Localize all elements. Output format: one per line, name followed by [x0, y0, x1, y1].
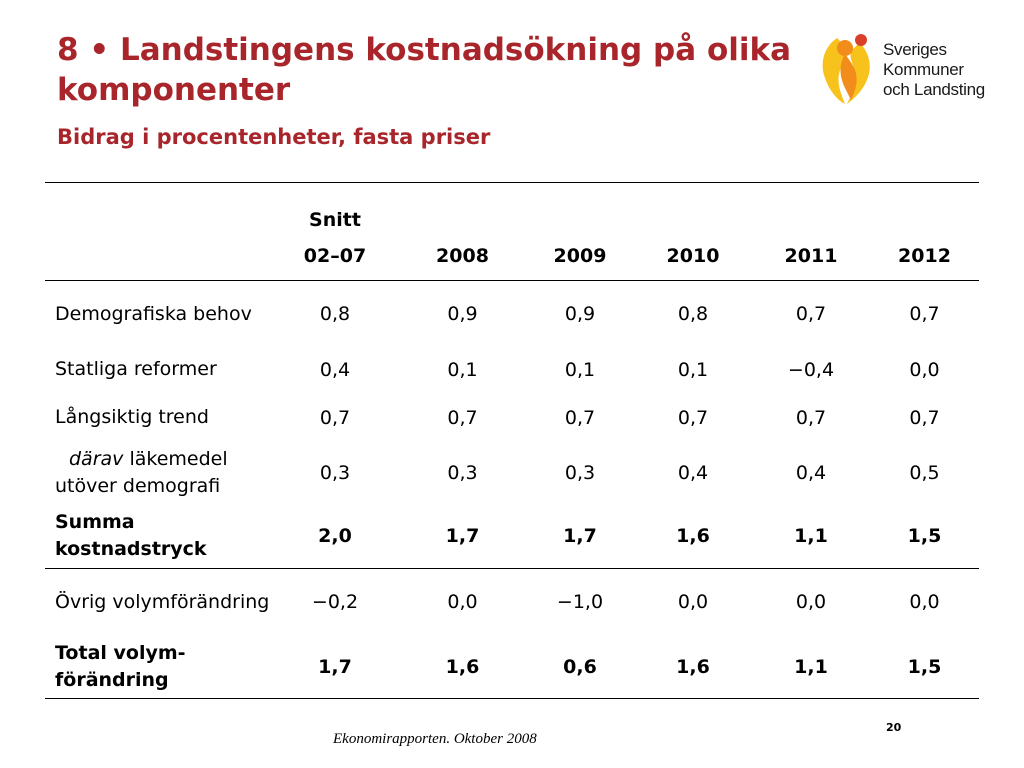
row-label: därav läkemedel utöver demografi — [45, 443, 271, 503]
slide-title: 8 • Landstingens kostnadsökning på olika… — [57, 32, 792, 108]
table-cell: 1,7 — [526, 503, 634, 569]
row-label: Långsiktig trend — [55, 406, 209, 428]
table-cell: 0,7 — [795, 303, 827, 325]
table-cell: 1,6 — [634, 635, 752, 699]
table-row: Statliga reformer 0,4 0,1 0,1 0,1 −0,4 0… — [45, 347, 979, 392]
table-cell: 1,7 — [271, 635, 399, 699]
table-cell: 0,7 — [909, 303, 940, 325]
table-cell: 0,3 — [447, 462, 478, 484]
logo-line: och Landsting — [883, 80, 985, 99]
table-row-total: Total volym-förändring 1,7 1,6 0,6 1,6 1… — [45, 635, 979, 699]
table-cell: 0,3 — [319, 462, 351, 484]
table-cell: 0,0 — [909, 591, 940, 613]
row-label: Total volym-förändring — [45, 635, 271, 699]
table-row-subtotal: Summa kostnadstryck 2,0 1,7 1,7 1,6 1,1 … — [45, 503, 979, 569]
table-cell: 0,8 — [319, 303, 351, 325]
row-label: Statliga reformer — [55, 358, 217, 380]
logo-wordmark: Sveriges Kommuner och Landsting — [883, 40, 985, 100]
column-header: 2008 — [399, 231, 526, 281]
table-cell: 0,7 — [319, 406, 351, 429]
table-cell: 0,9 — [564, 303, 596, 325]
table-row: Övrig volymförändring −0,2 0,0 −1,0 0,0 … — [45, 569, 979, 636]
table-cell: 0,6 — [526, 635, 634, 699]
table-cell: 1,6 — [634, 503, 752, 569]
row-label-rest: läkemedel utöver demografi — [55, 448, 228, 497]
column-header: 02–07 — [271, 231, 399, 281]
row-label: Summa kostnadstryck — [45, 503, 271, 569]
table-row: Demografiska behov 0,8 0,9 0,9 0,8 0,7 0… — [45, 281, 979, 348]
table-row: Långsiktig trend 0,7 0,7 0,7 0,7 0,7 0,7 — [45, 392, 979, 443]
table-header-row: 02–07 2008 2009 2010 2011 2012 — [45, 231, 979, 281]
column-header-snitt: Snitt — [271, 182, 399, 231]
column-header: 2011 — [752, 231, 870, 281]
table-cell: 1,6 — [399, 635, 526, 699]
table-cell: 0,7 — [447, 406, 478, 429]
table-cell: 0,1 — [564, 358, 596, 381]
table-cell: 0,4 — [795, 462, 827, 484]
table-cell: 0,7 — [677, 406, 709, 429]
table-header-row: Snitt — [45, 182, 979, 231]
table-cell: −0,2 — [311, 591, 359, 613]
table-cell: 0,0 — [795, 591, 827, 613]
table-cell: 0,9 — [447, 303, 478, 325]
table-cell: 0,4 — [677, 462, 709, 484]
table-cell: 0,7 — [795, 406, 827, 429]
footer-source: Ekonomirapporten. Oktober 2008 — [333, 731, 537, 747]
table-cell: 2,0 — [271, 503, 399, 569]
column-header: 2012 — [870, 231, 979, 281]
table-cell: −1,0 — [556, 591, 604, 613]
row-label-italic: därav — [69, 448, 124, 470]
skl-logo: Sveriges Kommuner och Landsting — [815, 32, 995, 107]
table-cell: 0,8 — [677, 303, 709, 325]
skl-emblem-icon — [822, 34, 870, 104]
table-cell: 0,0 — [447, 591, 478, 613]
table-cell: −0,4 — [787, 358, 835, 381]
logo-line: Kommuner — [883, 60, 964, 79]
table-cell: 1,5 — [870, 635, 979, 699]
table-cell: 1,1 — [752, 503, 870, 569]
row-label: Övrig volymförändring — [55, 590, 270, 613]
table-row: därav läkemedel utöver demografi 0,3 0,3… — [45, 443, 979, 503]
table-cell: 0,4 — [319, 358, 351, 381]
table-cell: 0,0 — [909, 358, 940, 381]
logo-line: Sveriges — [883, 40, 947, 59]
cost-components-table: Snitt 02–07 2008 2009 2010 2011 2012 Dem… — [45, 182, 979, 699]
table-cell: 0,7 — [909, 406, 940, 429]
slide-subtitle: Bidrag i procentenheter, fasta priser — [57, 125, 491, 149]
column-header: 2009 — [526, 231, 634, 281]
table-cell: 1,5 — [870, 503, 979, 569]
page-number: 20 — [886, 721, 902, 734]
table-cell: 1,7 — [399, 503, 526, 569]
table-cell: 0,0 — [677, 591, 709, 613]
table-cell: 0,1 — [677, 358, 709, 381]
table-cell: 1,1 — [752, 635, 870, 699]
row-label: Demografiska behov — [55, 302, 252, 325]
table-cell: 0,1 — [447, 358, 478, 381]
column-header: 2010 — [634, 231, 752, 281]
table-cell: 0,3 — [564, 462, 596, 484]
table-cell: 0,7 — [564, 406, 596, 429]
table-cell: 0,5 — [909, 462, 940, 484]
